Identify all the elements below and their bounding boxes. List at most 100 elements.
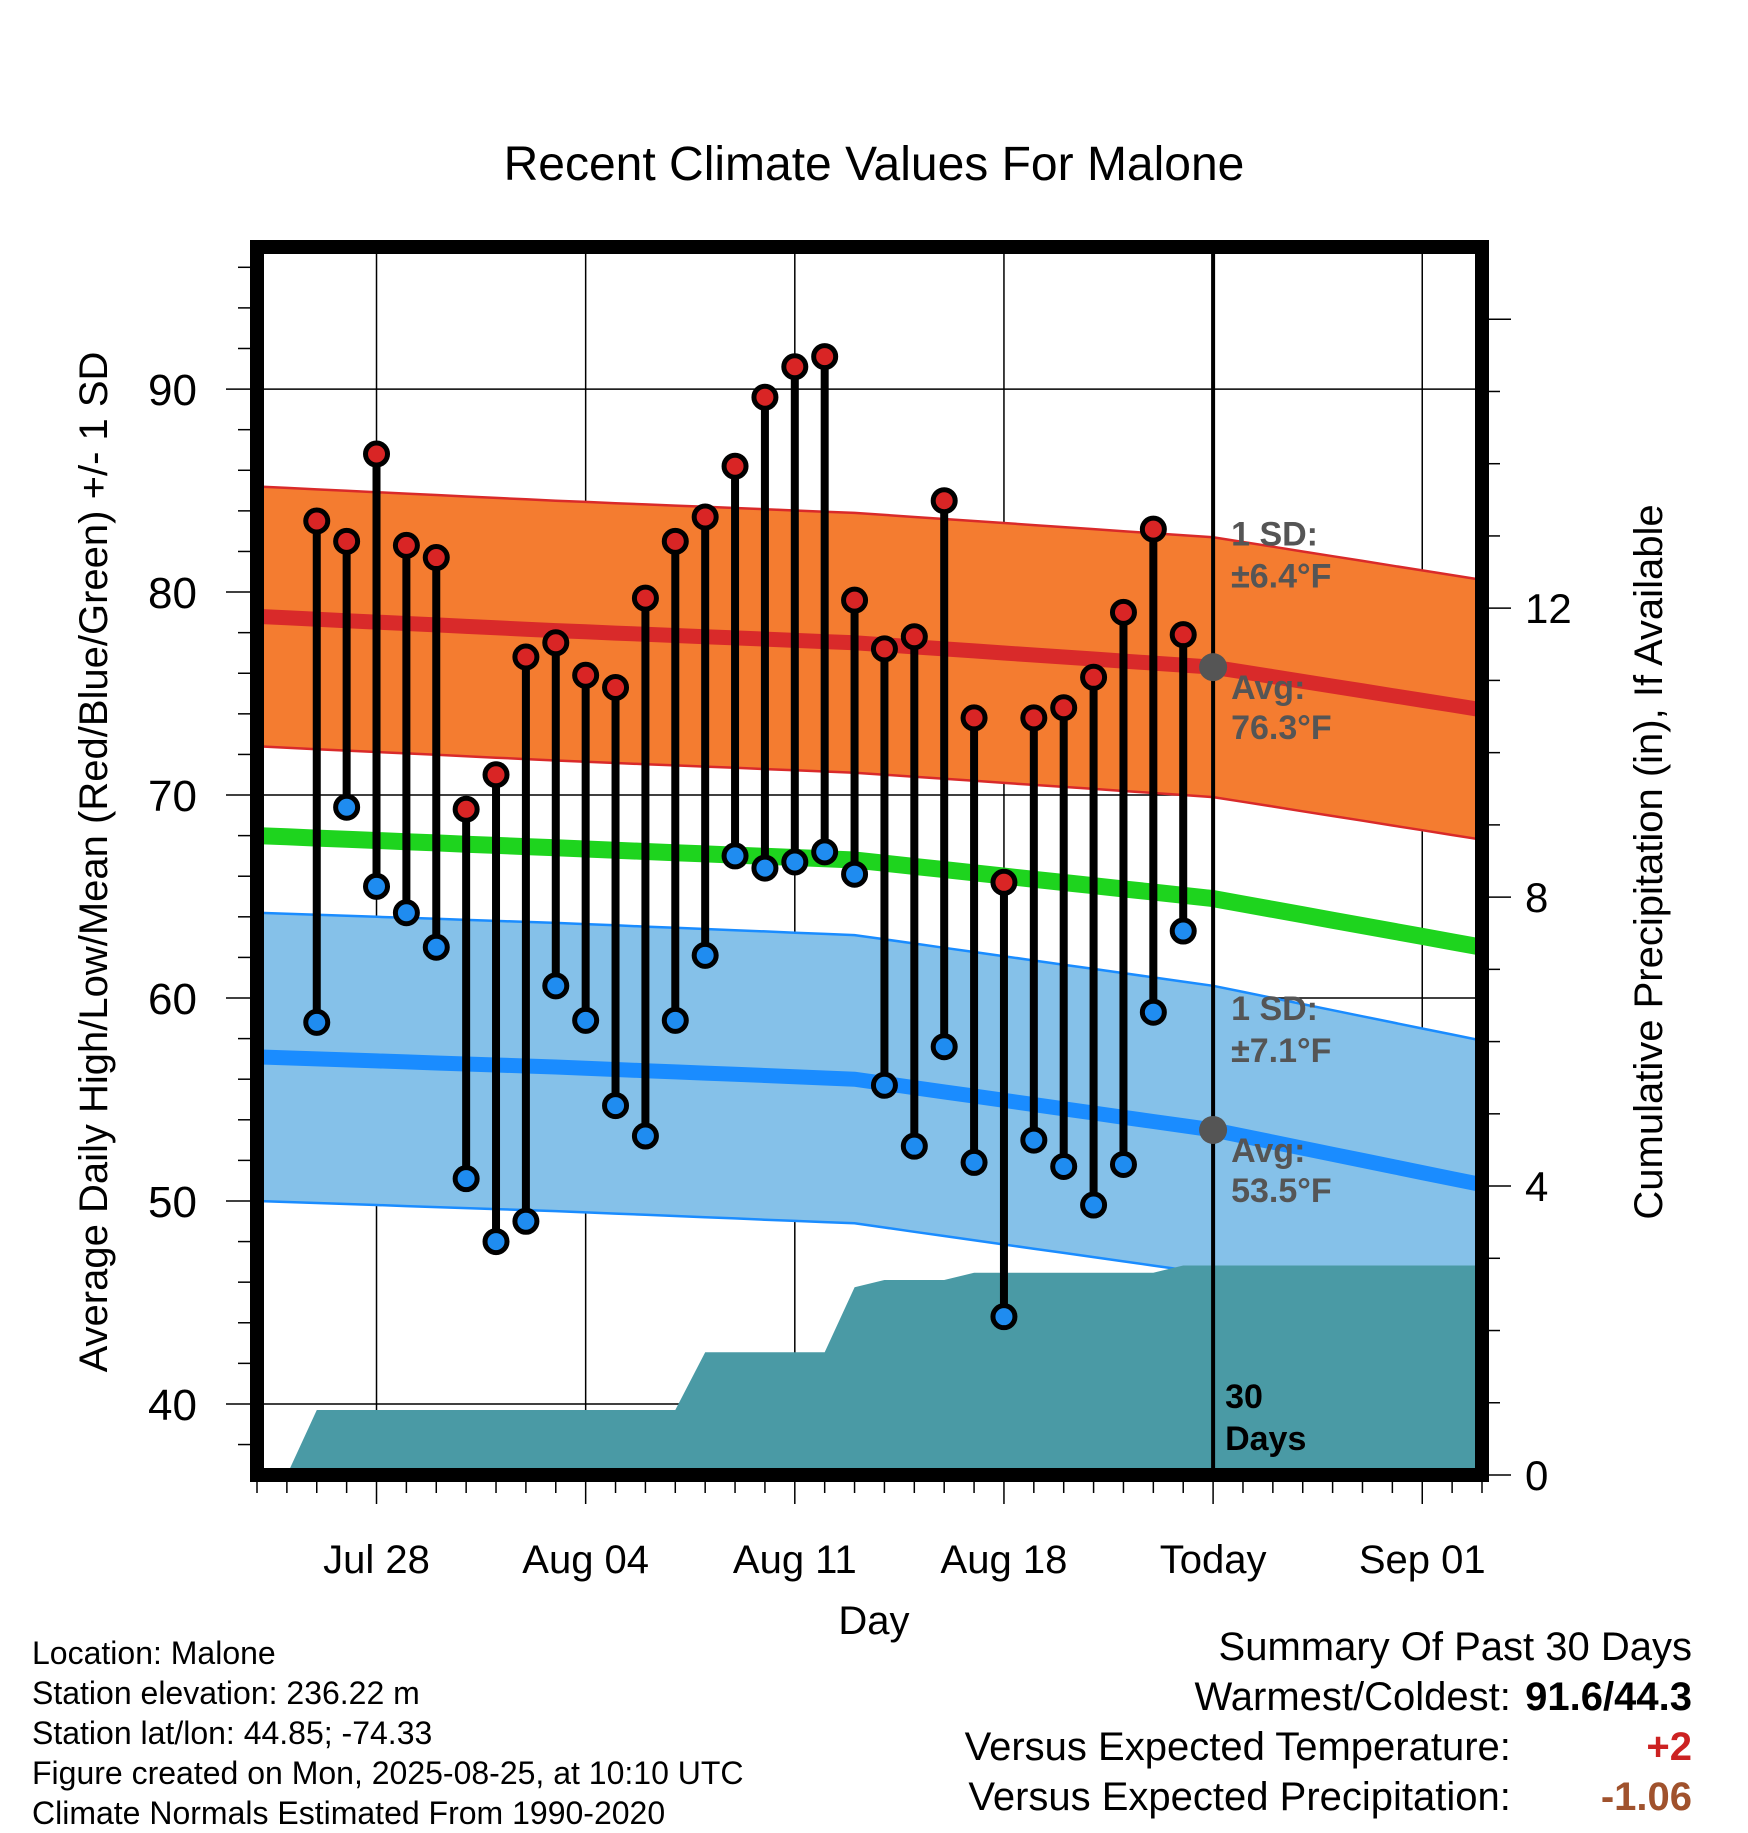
low-sd-label: 1 SD: — [1231, 990, 1318, 1028]
daily-high-point — [721, 452, 749, 480]
x-axis-label: Day — [838, 1599, 909, 1643]
daily-low-point — [900, 1132, 928, 1160]
daily-high-point — [990, 868, 1018, 896]
daily-low-point — [303, 1008, 331, 1036]
avg-high-line — [256, 608, 1484, 718]
daily-low-point — [1020, 1126, 1048, 1154]
y-tick-label: 60 — [148, 975, 197, 1024]
daily-high-point — [811, 343, 839, 371]
y2-tick-label: 12 — [1525, 585, 1572, 632]
today-avg-low-marker — [1199, 1115, 1228, 1144]
daily-low-point — [990, 1303, 1018, 1331]
daily-high-point — [1169, 621, 1197, 649]
daily-high-point — [870, 635, 898, 663]
daily-low-point — [452, 1165, 480, 1193]
daily-low-point — [482, 1228, 510, 1256]
daily-high-point — [333, 527, 361, 555]
low-sd-value: ±7.1°F — [1231, 1032, 1331, 1070]
daily-high-point — [303, 507, 331, 535]
daily-low-point — [363, 872, 391, 900]
daily-low-point — [930, 1033, 958, 1061]
daily-low-point — [1109, 1150, 1137, 1178]
summary-panel: Summary Of Past 30 Days Warmest/Coldest:… — [965, 1622, 1692, 1822]
y-tick-label: 70 — [148, 772, 197, 821]
axes: 40 50 60 70 80 90 0 4 8 12 Jul 28 Aug 04 Aug 11 Aug 1… — [148, 240, 1572, 1582]
daily-high-point — [1050, 694, 1078, 722]
daily-low-point — [960, 1148, 988, 1176]
cumulative-precip-area — [286, 1265, 1482, 1475]
high-sd-value: ±6.4°F — [1231, 557, 1331, 595]
daily-low-point — [572, 1006, 600, 1034]
high-avg-value: 76.3°F — [1231, 709, 1332, 747]
low-sd-band — [257, 912, 1482, 1329]
x-tick-label: Aug 11 — [733, 1538, 857, 1582]
high-avg-label: Avg: — [1231, 669, 1305, 707]
daily-low-point — [870, 1071, 898, 1099]
y-tick-label: 90 — [148, 366, 197, 415]
period-number-label: 30 — [1225, 1378, 1263, 1416]
station-elevation: Station elevation: 236.22 m — [32, 1675, 420, 1711]
normals-period: Climate Normals Estimated From 1990-2020 — [32, 1795, 666, 1831]
precip-departure-value: -1.06 — [1600, 1775, 1692, 1819]
temp-departure-label: Versus Expected Temperature: — [964, 1725, 1511, 1769]
daily-low-point — [542, 972, 570, 1000]
y-tick-label: 50 — [148, 1178, 197, 1227]
today-avg-high-marker — [1199, 653, 1228, 682]
high-sd-lower-edge — [256, 745, 1483, 841]
daily-low-point — [751, 854, 779, 882]
daily-low-point — [512, 1207, 540, 1235]
summary-precip: Versus Expected Precipitation: -1.06 — [965, 1772, 1692, 1822]
daily-low-point — [392, 899, 420, 927]
daily-high-point — [841, 586, 869, 614]
y-tick-label: 80 — [148, 569, 197, 618]
y-axis-label: Average Daily High/Low/Mean (Red/Blue/Gr… — [72, 352, 116, 1373]
x-tick-label: Jul 28 — [323, 1538, 430, 1582]
precip-departure-label: Versus Expected Precipitation: — [968, 1775, 1511, 1819]
daily-low-point — [1080, 1191, 1108, 1219]
daily-high-point — [631, 584, 659, 612]
low-sd-upper-edge — [256, 911, 1483, 1042]
daily-high-point — [572, 661, 600, 689]
daily-high-point — [512, 643, 540, 671]
y2-tick-label: 8 — [1525, 874, 1548, 921]
period-unit-label: Days — [1225, 1420, 1306, 1458]
daily-high-point — [392, 531, 420, 559]
station-latlon: Station lat/lon: 44.85; -74.33 — [32, 1715, 433, 1751]
daily-high-point — [930, 487, 958, 515]
daily-high-point — [960, 704, 988, 732]
daily-high-point — [1020, 704, 1048, 732]
daily-high-point — [900, 623, 928, 651]
daily-low-point — [811, 838, 839, 866]
low-avg-value: 53.5°F — [1231, 1172, 1332, 1210]
daily-low-point — [661, 1006, 689, 1034]
daily-high-point — [661, 527, 689, 555]
plot-frame — [250, 240, 1489, 1482]
daily-high-point — [1139, 515, 1167, 543]
daily-high-point — [751, 383, 779, 411]
x-tick-label: Aug 04 — [522, 1538, 649, 1582]
high-sd-upper-edge — [256, 485, 1483, 582]
y2-tick-label: 4 — [1525, 1163, 1548, 1210]
avg-mean-line — [256, 827, 1484, 956]
station-info: Location: Malone Station elevation: 236.… — [32, 1633, 744, 1833]
high-sd-label: 1 SD: — [1231, 515, 1318, 553]
daily-low-point — [422, 933, 450, 961]
daily-low-point — [1139, 998, 1167, 1026]
summary-title: Summary Of Past 30 Days — [1218, 1625, 1692, 1669]
x-tick-label: Aug 18 — [941, 1538, 1068, 1582]
y2-axis-label: Cumulative Precipitation (in), If Availa… — [1627, 504, 1671, 1219]
daily-high-point — [602, 673, 630, 701]
x-tick-label: Today — [1160, 1538, 1267, 1582]
low-avg-label: Avg: — [1231, 1132, 1305, 1170]
y-tick-label: 40 — [148, 1381, 197, 1430]
daily-high-point — [691, 503, 719, 531]
daily-low-point — [781, 848, 809, 876]
daily-low-point — [602, 1092, 630, 1120]
summary-warm-cold: Warmest/Coldest: 91.6/44.3 — [965, 1672, 1693, 1722]
daily-high-point — [452, 795, 480, 823]
daily-low-point — [1169, 917, 1197, 945]
high-sd-band — [257, 486, 1482, 840]
avg-low-line — [256, 1049, 1484, 1193]
